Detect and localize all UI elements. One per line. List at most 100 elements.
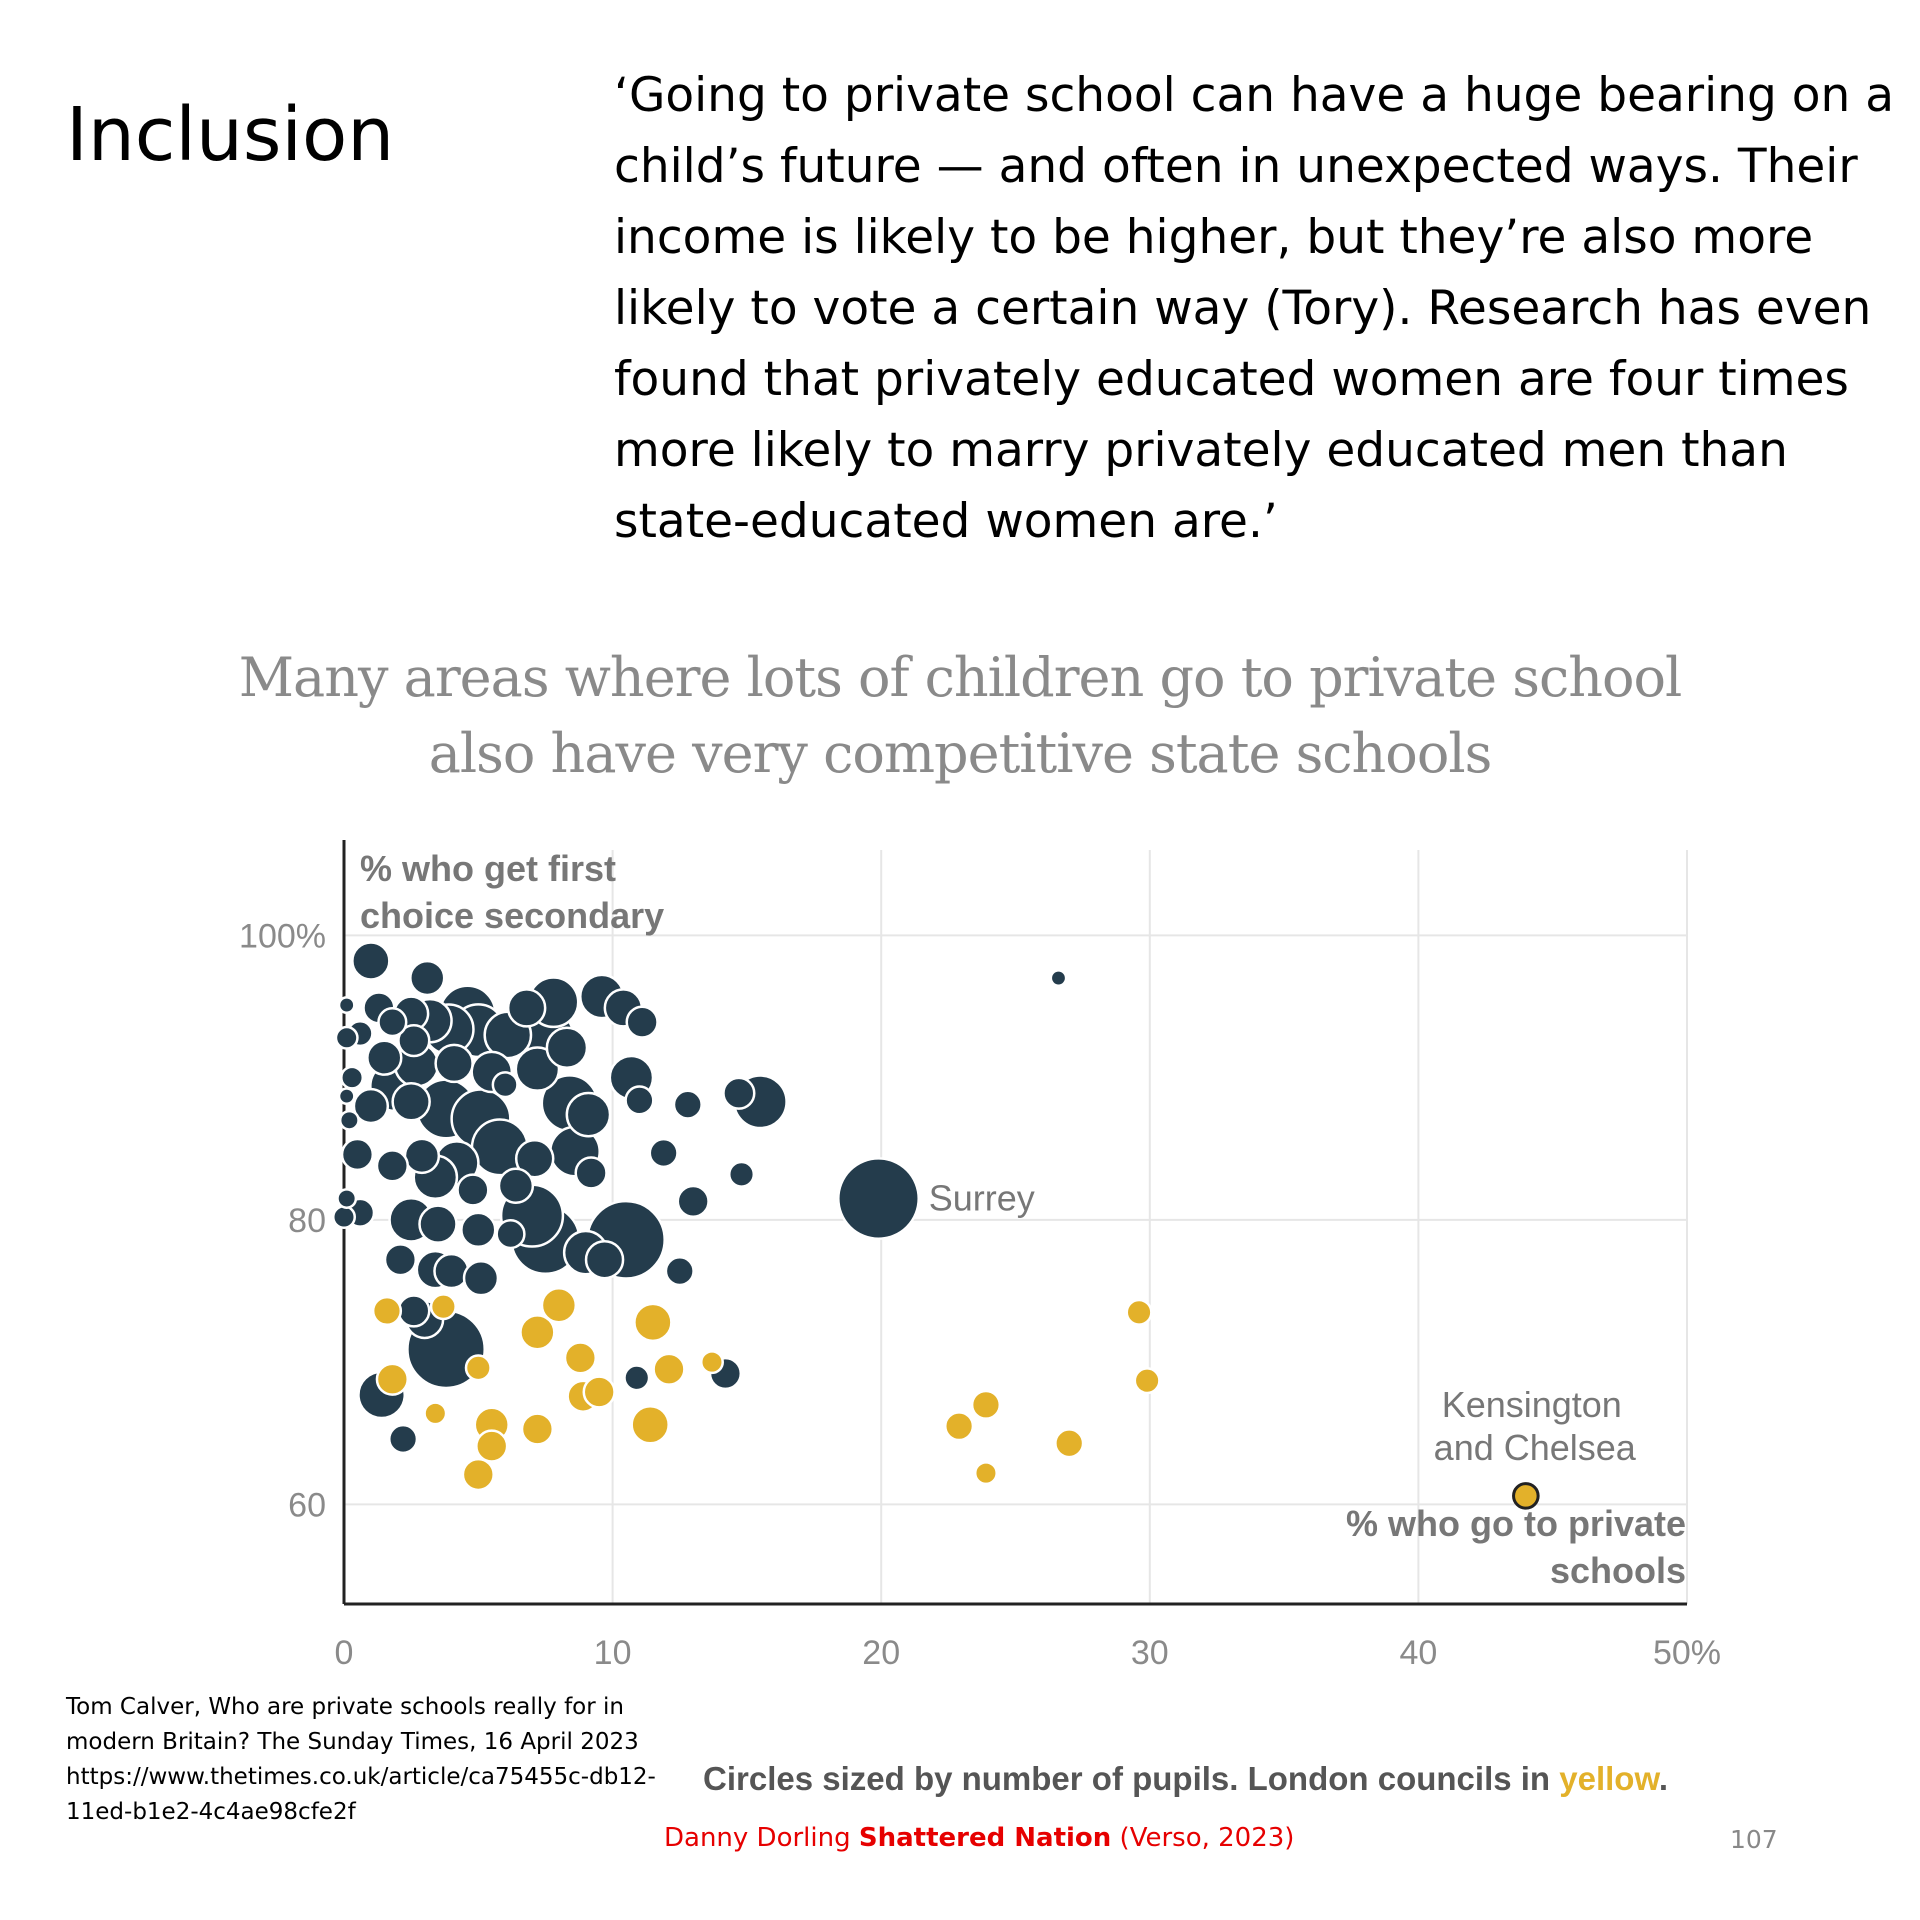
x-tick-label: 0	[335, 1634, 354, 1672]
london-council-point	[1125, 1298, 1153, 1326]
council-point	[545, 1026, 589, 1070]
slide-title: Inclusion	[66, 92, 395, 178]
council-point	[664, 1256, 695, 1287]
council-point	[1049, 969, 1068, 987]
council-point	[391, 1082, 431, 1122]
council-point	[387, 1423, 419, 1455]
council-point	[727, 1160, 756, 1188]
y-axis-label-line1: % who get first	[360, 848, 616, 889]
council-point	[676, 1184, 710, 1219]
council-point	[434, 1043, 474, 1084]
x-tick-label: 30	[1131, 1634, 1169, 1672]
council-point	[460, 1211, 497, 1249]
council-point	[397, 1294, 431, 1328]
council-point	[352, 1087, 390, 1125]
council-point	[491, 1071, 519, 1099]
council-point	[383, 1243, 418, 1277]
scatter-chart: 0 10 20 30 40 50% 60 80 100% % who get first cho…	[239, 840, 1721, 1672]
x-axis-label-line1: % who go to private	[1346, 1503, 1686, 1544]
council-point	[334, 1025, 359, 1050]
council-point	[722, 1076, 756, 1110]
council-point	[648, 1137, 679, 1169]
kensington-label-line2: and Chelsea	[1434, 1427, 1637, 1468]
council-point	[433, 1252, 470, 1290]
chart-caption: Circles sized by number of pupils. Londo…	[703, 1760, 1668, 1798]
book-reference: Danny Dorling Shattered Nation (Verso, 2…	[664, 1823, 1294, 1853]
london-council-point	[540, 1287, 578, 1324]
page-number: 107	[1730, 1825, 1778, 1854]
council-point	[456, 1173, 490, 1207]
council-point	[625, 1005, 659, 1039]
council-point	[338, 1109, 360, 1131]
council-point	[403, 1137, 441, 1175]
x-tick-label: 10	[594, 1634, 632, 1672]
london-council-point	[630, 1404, 670, 1445]
london-council-point	[943, 1411, 975, 1442]
council-point	[337, 996, 356, 1014]
y-axis-label-line2: choice secondary	[360, 895, 664, 936]
council-point	[397, 1023, 431, 1058]
council-point	[337, 1087, 356, 1106]
annotations: % who get first choice secondary % who g…	[360, 848, 1686, 1591]
council-point	[514, 1138, 555, 1179]
book-title: Shattered Nation	[858, 1823, 1112, 1853]
london-council-point	[1512, 1482, 1540, 1510]
surrey-label: Surrey	[929, 1178, 1035, 1219]
london-council-point	[423, 1401, 448, 1426]
london-council-point	[582, 1375, 616, 1409]
chart-title: Many areas where lots of children go to …	[238, 646, 1683, 785]
london-council-point	[973, 1461, 998, 1486]
book-publisher: (Verso, 2023)	[1111, 1823, 1295, 1853]
caption-suffix: .	[1658, 1760, 1669, 1797]
dark-series	[332, 941, 1068, 1455]
council-point	[340, 1137, 375, 1172]
y-tick-label: 60	[288, 1486, 326, 1524]
london-council-point	[652, 1352, 686, 1386]
council-point	[409, 959, 446, 997]
council-point	[340, 1065, 365, 1090]
x-tick-label: 20	[862, 1634, 900, 1672]
kensington-label-line1: Kensington	[1442, 1384, 1622, 1425]
council-point	[495, 1219, 526, 1250]
quote-text: ‘Going to private school can have a huge…	[614, 68, 1895, 549]
yellow-series	[371, 1287, 1540, 1510]
council-point	[497, 1167, 535, 1204]
council-point	[332, 1205, 356, 1230]
council-point	[574, 1156, 608, 1190]
source-citation: Tom Calver, Who are private schools real…	[66, 1694, 656, 1825]
x-tick-label: 50%	[1653, 1634, 1721, 1672]
london-council-point	[461, 1457, 495, 1492]
y-tick-label: 80	[288, 1202, 326, 1240]
council-point	[623, 1364, 651, 1392]
x-axis-label-line2: schools	[1550, 1550, 1686, 1591]
council-point	[672, 1089, 703, 1120]
london-council-point	[563, 1341, 598, 1375]
london-council-point	[375, 1362, 409, 1396]
axes: 0 10 20 30 40 50% 60 80 100%	[239, 840, 1721, 1672]
london-council-point	[475, 1429, 509, 1463]
council-point	[837, 1157, 920, 1240]
book-author: Danny Dorling	[664, 1823, 859, 1853]
x-tick-label: 40	[1399, 1634, 1437, 1672]
council-point	[506, 988, 547, 1028]
caption-prefix: Circles sized by number of pupils. Londo…	[703, 1760, 1560, 1797]
council-point	[624, 1085, 655, 1116]
london-council-point	[1054, 1428, 1085, 1459]
council-point	[351, 941, 391, 981]
caption-highlight: yellow	[1559, 1760, 1659, 1797]
y-tick-label: 100%	[239, 917, 326, 955]
london-council-point	[970, 1389, 1002, 1420]
london-council-point	[464, 1354, 492, 1382]
london-council-point	[519, 1314, 556, 1351]
council-point	[514, 1046, 561, 1092]
london-council-point	[699, 1350, 724, 1375]
london-council-point	[633, 1302, 673, 1343]
council-point	[462, 1260, 500, 1297]
council-point	[336, 1188, 358, 1209]
council-point	[366, 1039, 403, 1076]
london-council-point	[520, 1412, 555, 1446]
london-council-point	[1133, 1367, 1161, 1395]
council-point	[565, 1091, 612, 1138]
council-point	[418, 1204, 458, 1244]
london-council-point	[429, 1293, 457, 1321]
